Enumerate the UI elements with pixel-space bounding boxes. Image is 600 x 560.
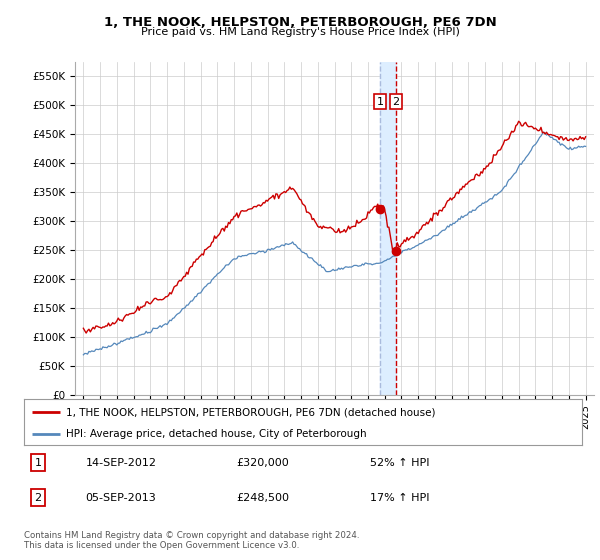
- Text: Contains HM Land Registry data © Crown copyright and database right 2024.
This d: Contains HM Land Registry data © Crown c…: [24, 531, 359, 550]
- Text: 1: 1: [376, 96, 383, 106]
- Text: 52% ↑ HPI: 52% ↑ HPI: [370, 458, 430, 468]
- Text: 2: 2: [392, 96, 400, 106]
- Bar: [380, 62, 396, 395]
- Text: 1, THE NOOK, HELPSTON, PETERBOROUGH, PE6 7DN: 1, THE NOOK, HELPSTON, PETERBOROUGH, PE6…: [104, 16, 496, 29]
- Text: 17% ↑ HPI: 17% ↑ HPI: [370, 493, 430, 502]
- Text: 2: 2: [34, 493, 41, 502]
- Text: £320,000: £320,000: [236, 458, 289, 468]
- Text: Price paid vs. HM Land Registry's House Price Index (HPI): Price paid vs. HM Land Registry's House …: [140, 27, 460, 37]
- Text: 14-SEP-2012: 14-SEP-2012: [85, 458, 157, 468]
- Text: HPI: Average price, detached house, City of Peterborough: HPI: Average price, detached house, City…: [66, 429, 367, 438]
- Text: 1: 1: [34, 458, 41, 468]
- Text: 05-SEP-2013: 05-SEP-2013: [85, 493, 156, 502]
- Text: 1, THE NOOK, HELPSTON, PETERBOROUGH, PE6 7DN (detached house): 1, THE NOOK, HELPSTON, PETERBOROUGH, PE6…: [66, 407, 436, 417]
- Text: £248,500: £248,500: [236, 493, 289, 502]
